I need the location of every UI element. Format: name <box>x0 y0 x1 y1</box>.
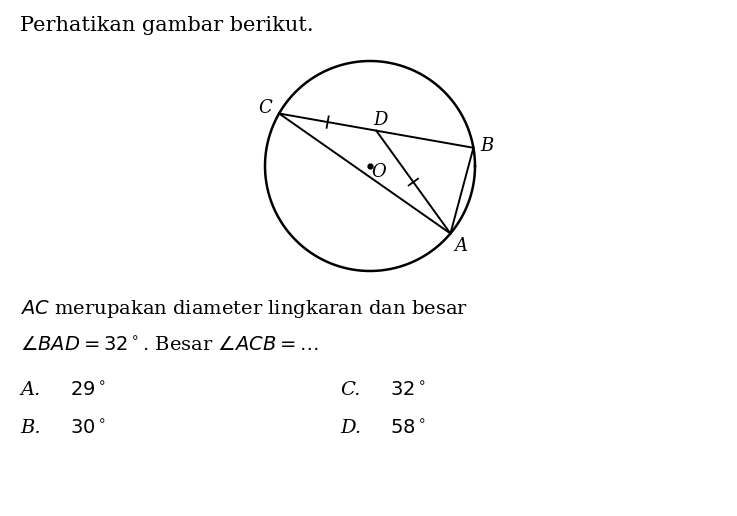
Text: C.: C. <box>340 381 360 399</box>
Text: $\angle BAD = 32^\circ$. Besar $\angle ACB = \ldots$: $\angle BAD = 32^\circ$. Besar $\angle A… <box>20 336 319 355</box>
Text: $29^\circ$: $29^\circ$ <box>70 381 106 400</box>
Text: B: B <box>481 137 494 155</box>
Text: $32^\circ$: $32^\circ$ <box>390 381 426 400</box>
Text: Perhatikan gambar berikut.: Perhatikan gambar berikut. <box>20 16 314 35</box>
Text: A.: A. <box>20 381 41 399</box>
Text: $58^\circ$: $58^\circ$ <box>390 419 426 438</box>
Text: A: A <box>455 237 467 255</box>
Text: D: D <box>373 111 388 129</box>
Text: D.: D. <box>340 419 361 437</box>
Text: $30^\circ$: $30^\circ$ <box>70 419 106 438</box>
Text: C: C <box>259 99 272 117</box>
Text: B.: B. <box>20 419 41 437</box>
Text: O: O <box>371 163 385 181</box>
Text: $AC$ merupakan diameter lingkaran dan besar: $AC$ merupakan diameter lingkaran dan be… <box>20 298 468 320</box>
